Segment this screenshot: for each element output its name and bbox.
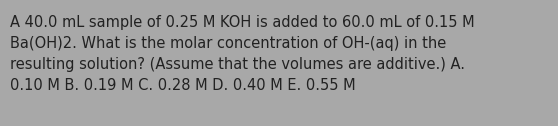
Text: A 40.0 mL sample of 0.25 M KOH is added to 60.0 mL of 0.15 M
Ba(OH)2. What is th: A 40.0 mL sample of 0.25 M KOH is added … (10, 15, 475, 93)
